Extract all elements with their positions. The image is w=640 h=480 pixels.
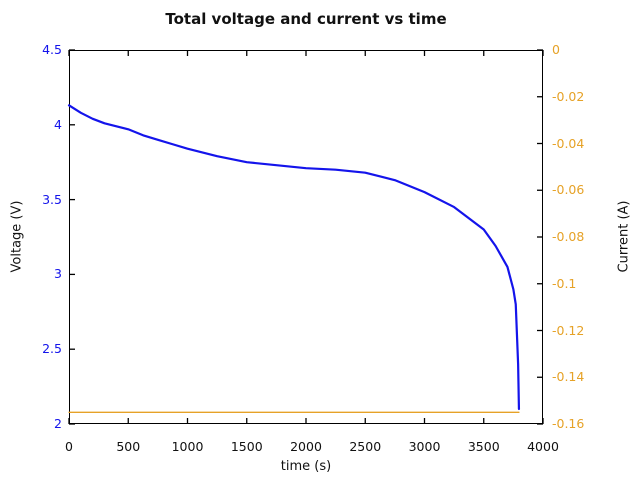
x-tick-label: 3500 [467,439,500,454]
current-tick-label: -0.1 [552,275,577,291]
x-tick-label: 1000 [171,439,204,454]
current-tick-label: -0.14 [552,369,585,385]
x-tick-label: 3000 [408,439,441,454]
current-tick-label: -0.12 [552,322,585,338]
voltage-curve [67,104,521,411]
plot-canvas [67,49,544,425]
current-tick-label: -0.02 [552,88,585,104]
x-tick-label: 0 [65,439,73,454]
current-tick-label: -0.08 [552,229,585,244]
x-axis-label: time (s) [280,459,332,474]
x-tick-label: 500 [116,439,141,454]
voltage-tick-label: 2 [54,416,62,431]
current-tick-label: 0 [552,42,560,57]
x-tick-label: 2000 [290,439,322,454]
current-tick-label: -0.16 [552,416,585,431]
voltage-tick-label: 4 [54,116,62,132]
x-tick-label: 4000 [527,439,559,454]
voltage-tick-label: 3.5 [42,191,62,207]
x-tick-label: 1500 [230,439,263,454]
voltage-tick-label: 2.5 [42,341,62,357]
right-y-axis-label: Current (A) [616,200,632,273]
x-tick-label: 2500 [349,439,382,454]
current-tick-label: -0.04 [552,135,585,151]
voltage-tick-label: 3 [54,266,62,282]
voltage-tick-label: 4.5 [42,42,62,57]
chart-title: Total voltage and current vs time [165,10,447,28]
current-tick-label: -0.06 [552,182,585,198]
